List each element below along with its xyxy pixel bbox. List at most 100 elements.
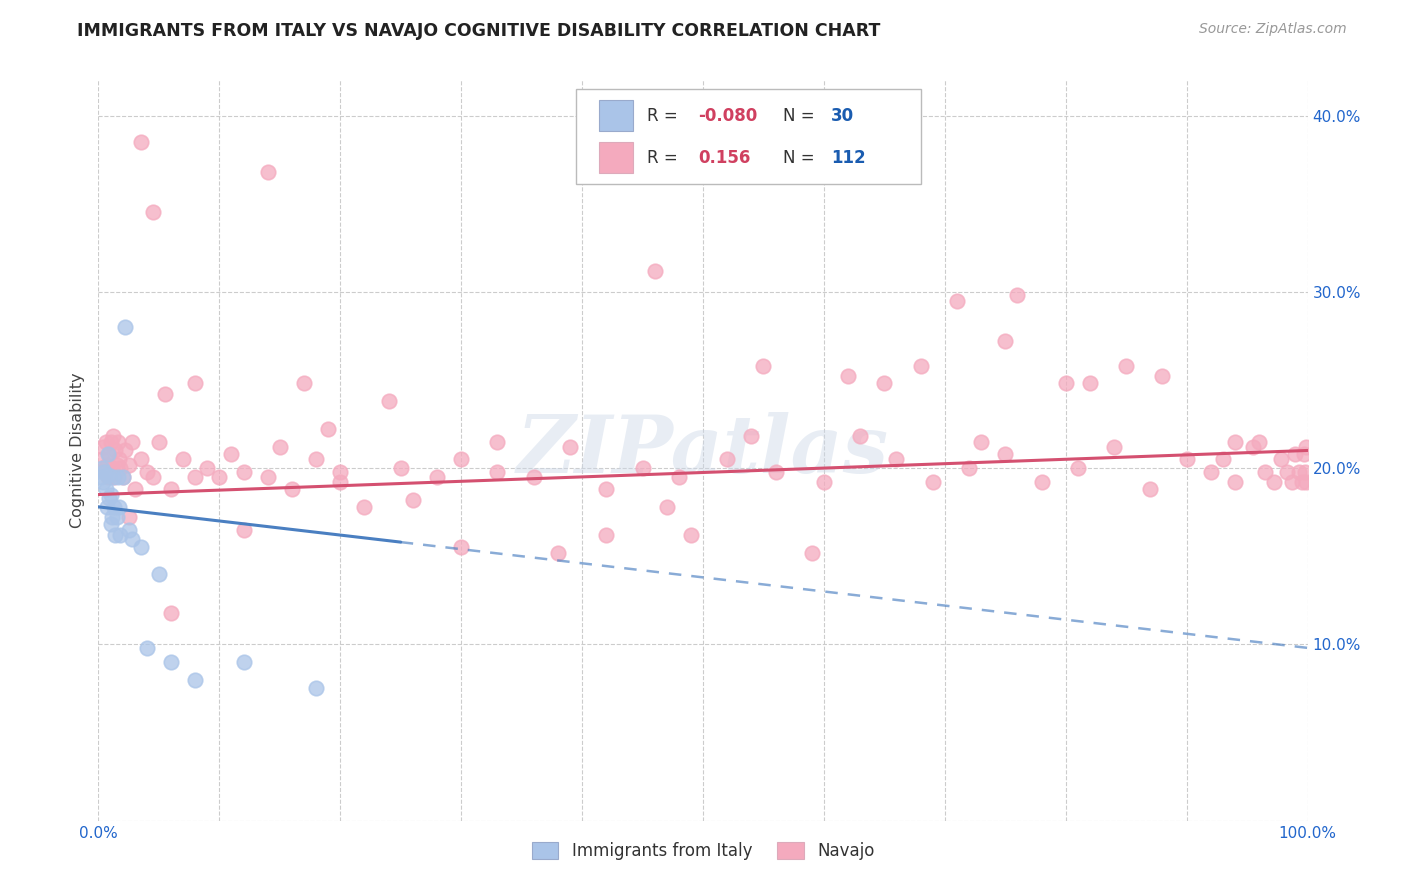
Point	[107, 434, 129, 449]
Point	[402, 492, 425, 507]
Point	[104, 443, 127, 458]
Point	[160, 482, 183, 496]
Point	[450, 452, 472, 467]
Point	[114, 320, 136, 334]
Point	[1249, 434, 1271, 449]
Point	[765, 465, 787, 479]
Point	[108, 500, 131, 514]
Point	[97, 470, 120, 484]
Point	[1139, 482, 1161, 496]
Point	[148, 566, 170, 581]
Point	[946, 293, 969, 308]
Point	[129, 452, 152, 467]
Point	[91, 461, 114, 475]
Point	[105, 510, 128, 524]
Point	[135, 640, 157, 655]
Point	[100, 517, 122, 532]
Point	[208, 470, 231, 484]
Point	[353, 500, 375, 514]
Point	[96, 458, 118, 472]
Point	[129, 541, 152, 555]
Legend: Immigrants from Italy, Navajo: Immigrants from Italy, Navajo	[531, 842, 875, 861]
Point	[558, 440, 581, 454]
Text: N =: N =	[783, 148, 820, 167]
Point	[256, 470, 278, 484]
Point	[994, 334, 1017, 348]
Point	[101, 470, 124, 484]
Point	[1291, 475, 1313, 490]
Point	[377, 394, 399, 409]
Point	[1223, 475, 1246, 490]
Point	[101, 429, 124, 443]
Point	[142, 205, 165, 219]
Point	[1281, 475, 1303, 490]
Point	[329, 465, 352, 479]
Point	[329, 475, 352, 490]
Point	[153, 387, 176, 401]
Point	[97, 468, 120, 483]
Text: N =: N =	[783, 106, 820, 125]
Point	[1275, 465, 1298, 479]
Point	[172, 452, 194, 467]
Text: ZIPatlas: ZIPatlas	[517, 412, 889, 489]
Point	[316, 422, 339, 436]
Point	[1270, 452, 1292, 467]
Point	[107, 470, 129, 484]
Point	[595, 482, 617, 496]
Point	[886, 452, 908, 467]
Point	[1212, 452, 1234, 467]
Point	[114, 443, 136, 458]
Point	[118, 510, 141, 524]
Point	[103, 470, 125, 484]
Point	[269, 440, 291, 454]
Point	[1254, 465, 1277, 479]
Point	[184, 470, 207, 484]
Point	[90, 470, 112, 484]
Point	[1295, 440, 1317, 454]
Point	[1102, 440, 1125, 454]
Point	[523, 470, 546, 484]
Point	[994, 447, 1017, 461]
Point	[100, 487, 122, 501]
Point	[108, 528, 131, 542]
Point	[1078, 376, 1101, 391]
Point	[1288, 465, 1310, 479]
Point	[800, 546, 823, 560]
Point	[1263, 475, 1285, 490]
Point	[1067, 461, 1090, 475]
Point	[970, 434, 993, 449]
Point	[91, 475, 114, 490]
Point	[1007, 288, 1029, 302]
Point	[97, 447, 120, 461]
Point	[1115, 359, 1137, 373]
Point	[232, 523, 254, 537]
Point	[1031, 475, 1053, 490]
Point	[160, 606, 183, 620]
Point	[94, 482, 117, 496]
Point	[160, 655, 183, 669]
Point	[752, 359, 775, 373]
FancyBboxPatch shape	[599, 142, 633, 173]
Point	[124, 482, 146, 496]
Text: -0.080: -0.080	[699, 106, 758, 125]
Point	[111, 470, 134, 484]
Point	[1175, 452, 1198, 467]
Point	[1295, 475, 1317, 490]
FancyBboxPatch shape	[599, 100, 633, 131]
Point	[849, 429, 872, 443]
Point	[111, 470, 134, 484]
Point	[873, 376, 896, 391]
Point	[148, 434, 170, 449]
Point	[104, 528, 127, 542]
Point	[232, 465, 254, 479]
Text: 112: 112	[831, 148, 866, 167]
Point	[93, 465, 115, 479]
Point	[184, 376, 207, 391]
Point	[837, 369, 859, 384]
Point	[129, 135, 152, 149]
Point	[486, 465, 509, 479]
Point	[910, 359, 932, 373]
Text: R =: R =	[647, 148, 689, 167]
Point	[1294, 465, 1316, 479]
Point	[547, 546, 569, 560]
